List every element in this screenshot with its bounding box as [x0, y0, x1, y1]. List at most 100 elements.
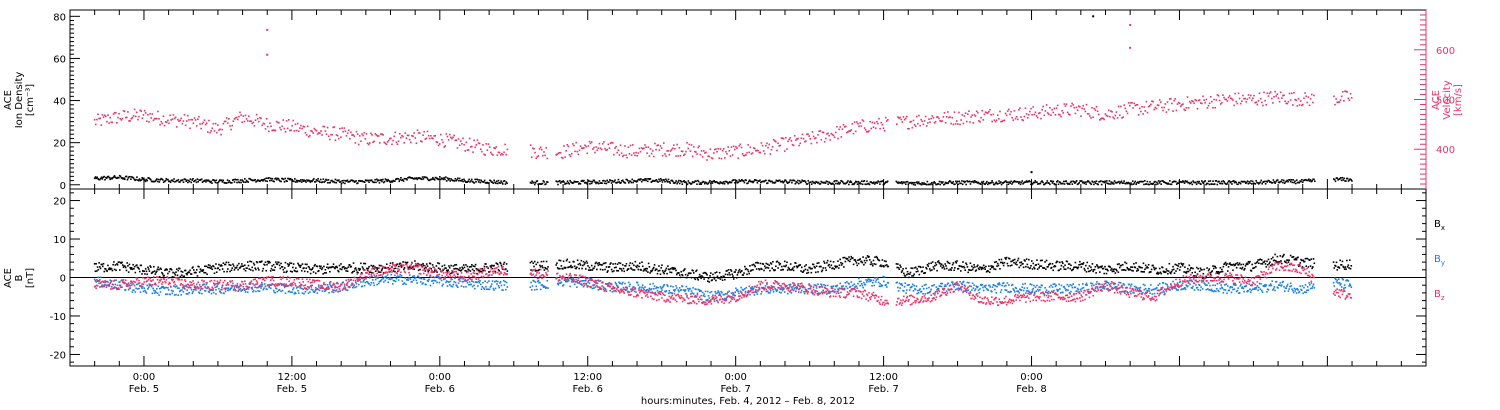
bx-point: [783, 265, 785, 267]
bx-point: [426, 265, 429, 267]
density-point: [358, 179, 361, 182]
density-point: [1034, 180, 1037, 182]
density-point: [606, 179, 609, 182]
bx-point: [930, 262, 932, 265]
by-point: [493, 280, 496, 283]
density-point: [1191, 183, 1194, 186]
by-point: [227, 287, 230, 289]
bx-point: [538, 268, 540, 271]
velocity-point: [895, 123, 898, 126]
velocity-point: [349, 137, 351, 140]
bx-point: [796, 266, 799, 269]
bx-point: [465, 264, 467, 266]
bx-point: [647, 271, 649, 273]
bx-point: [1301, 266, 1304, 268]
by-point: [190, 288, 193, 291]
density-point: [1186, 180, 1188, 183]
density-point: [175, 179, 178, 182]
by-point: [141, 285, 144, 288]
by-point: [224, 290, 227, 293]
bx-point: [954, 267, 956, 269]
velocity-point: [569, 155, 572, 158]
bx-point: [948, 269, 950, 271]
bx-point: [541, 265, 543, 267]
density-point: [339, 180, 342, 183]
velocity-point: [1341, 91, 1344, 93]
velocity-point: [93, 118, 96, 121]
by-point: [467, 278, 469, 281]
bx-point: [1054, 265, 1057, 268]
bx-point: [556, 266, 559, 269]
bx-point: [1257, 259, 1259, 261]
density-point: [555, 180, 558, 182]
density-point: [1006, 181, 1009, 184]
bx-point: [629, 262, 631, 264]
by-point: [110, 281, 112, 283]
bx-point: [476, 272, 478, 275]
density-point: [731, 179, 734, 182]
bx-point: [825, 269, 827, 272]
bx-point: [1066, 260, 1069, 263]
velocity-point: [485, 143, 488, 145]
velocity-point: [563, 145, 565, 147]
density-point: [97, 178, 99, 180]
velocity-point: [873, 122, 876, 124]
bx-point: [347, 266, 350, 268]
by-point: [216, 285, 219, 287]
density-point: [707, 182, 709, 185]
density-point: [403, 177, 406, 180]
density-point: [121, 177, 124, 179]
density-point: [167, 178, 169, 181]
velocity-point: [694, 150, 696, 153]
velocity-point: [210, 130, 212, 132]
density-point: [130, 176, 133, 178]
velocity-point: [415, 142, 418, 145]
density-point: [422, 178, 425, 180]
bx-point: [217, 267, 219, 269]
bx-point: [669, 271, 671, 273]
bx-point: [596, 262, 599, 265]
bx-point: [436, 271, 438, 273]
density-point: [975, 181, 978, 183]
bx-point: [1164, 271, 1167, 274]
velocity-point: [159, 123, 161, 126]
bx-point: [1050, 266, 1053, 269]
velocity-point: [1348, 99, 1351, 102]
velocity-point: [1061, 109, 1063, 112]
bx-point: [752, 263, 755, 266]
by-point: [409, 278, 412, 280]
velocity-point: [231, 124, 234, 127]
density-point: [1181, 181, 1183, 184]
velocity-point: [414, 137, 417, 139]
bx-point: [1334, 265, 1337, 267]
density-point: [1005, 181, 1008, 184]
density-point: [178, 181, 181, 183]
by-point: [344, 287, 347, 289]
bx-point: [866, 259, 868, 262]
density-point: [997, 182, 999, 185]
velocity-point: [445, 133, 448, 135]
density-point: [300, 179, 302, 181]
bx-point: [1038, 266, 1040, 269]
bx-point: [332, 263, 335, 265]
bx-point: [590, 269, 592, 271]
density-point: [338, 181, 341, 183]
bx-point: [1055, 261, 1057, 264]
bx-point: [1333, 267, 1336, 269]
density-point: [867, 182, 870, 185]
velocity-point: [1043, 114, 1046, 117]
density-point: [789, 179, 791, 182]
velocity-point: [1075, 106, 1078, 109]
by-point: [192, 289, 195, 291]
density-point: [583, 182, 586, 184]
velocity-point: [1238, 97, 1241, 100]
velocity-point: [808, 135, 810, 137]
velocity-point: [158, 118, 160, 120]
velocity-point: [765, 144, 767, 147]
density-point: [372, 181, 375, 184]
density-point: [212, 179, 214, 181]
velocity-point: [1219, 103, 1222, 105]
density-point: [908, 182, 911, 184]
bx-point: [964, 269, 967, 271]
bx-point: [965, 262, 967, 264]
